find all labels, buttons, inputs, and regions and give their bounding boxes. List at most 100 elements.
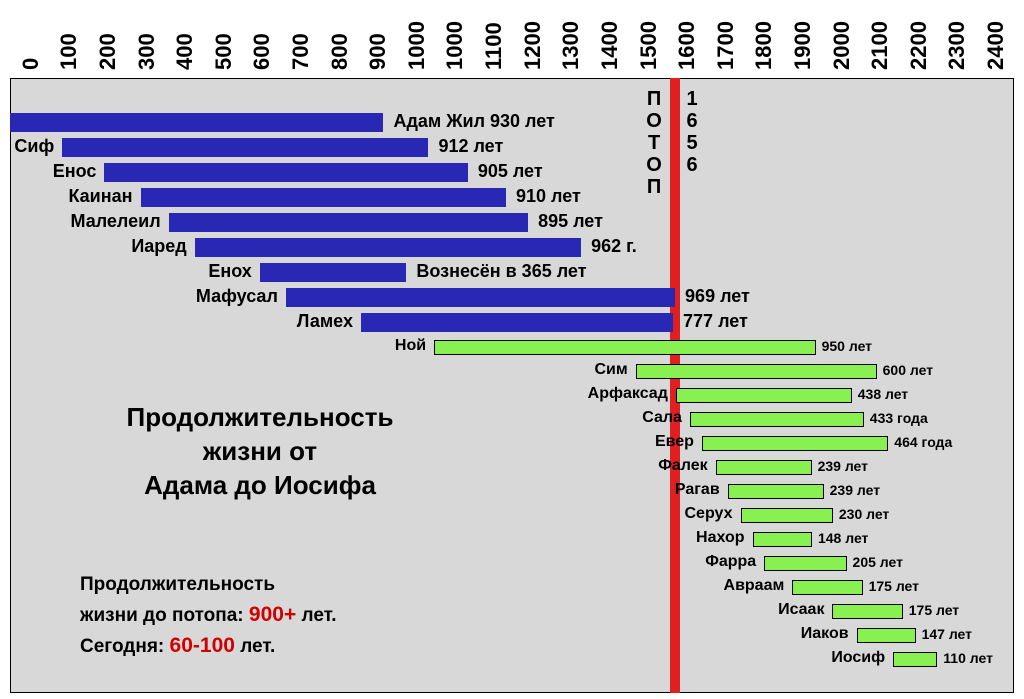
chart-stage: 0100200300400500600700800900100010001100… [0,0,1024,699]
bar-value-green: 438 лет [858,386,908,402]
bar-value-green: 433 года [870,410,928,426]
bar-value-green: 464 года [894,434,952,450]
bar-value-blue: 912 лет [438,136,503,157]
flood-year-char: 5 [682,132,702,155]
bar-green [690,412,864,427]
x-axis-tick: 300 [134,33,160,70]
bar-green [702,436,888,451]
footnote-line: жизни до потопа: 900+ лет. [80,600,337,631]
bar-blue [361,313,673,332]
x-axis-tick: 1700 [713,21,739,70]
bar-name-blue: Каинан [0,186,133,207]
bar-name-green: Сим [0,361,628,379]
x-axis-tick: 700 [288,33,314,70]
flood-year-char: 6 [682,154,702,177]
bar-value-blue: 910 лет [516,186,581,207]
bar-green [741,508,833,523]
bar-name-blue: Ламех [0,311,353,332]
x-axis-tick: 1100 [481,22,507,70]
footnote-value: 60-100 [170,634,235,657]
bar-value-blue: Вознесён в 365 лет [416,261,586,282]
bar-value-green: 239 лет [818,458,868,474]
bar-value-blue: 895 лет [538,211,603,232]
x-axis-tick: 0 [18,58,44,70]
flood-year-char: 6 [682,110,702,133]
bar-value-green: 205 лет [853,554,903,570]
bar-value-blue: 969 лет [685,286,750,307]
x-axis-tick: 2100 [867,21,893,70]
bar-value-green: 175 лет [909,602,959,618]
bar-blue [169,213,528,232]
title-block: Продолжительностьжизни отАдама до Иосифа [80,400,440,502]
x-axis-tick: 1400 [597,21,623,70]
bar-green [728,484,824,499]
bar-name-blue: Енос [0,161,96,182]
bar-value-blue: 777 лет [683,311,748,332]
x-axis-tick: 2000 [829,21,855,70]
title-line: Продолжительность [80,400,440,434]
footnote-post: лет. [296,605,336,626]
bar-value-green: 950 лет [822,338,872,354]
title-line: жизни от [80,434,440,468]
bar-green [434,340,816,355]
footnote-line: Продолжительность [80,570,337,600]
bar-name-blue: Енох [0,261,252,282]
bar-name-green: Фарра [0,553,756,571]
bar-name-blue: Мафусал [0,286,278,307]
bar-blue [62,138,428,157]
bar-name-green: Нахор [0,529,745,547]
x-axis-tick: 1200 [520,21,546,70]
bar-value-blue: Адам Жил 930 лет [393,111,554,132]
bar-blue [10,113,383,132]
x-axis-tick: 400 [172,33,198,70]
footnote-pre: Продолжительность [80,574,275,595]
bar-blue [195,238,581,257]
footnote-line: Сегодня: 60-100 лет. [80,631,337,662]
bar-value-green: 147 лет [922,626,972,642]
x-axis-tick: 2400 [983,21,1009,70]
bar-green [792,580,862,595]
bar-blue [286,288,675,307]
footnote-post: лет. [235,636,275,657]
footnote-value: 900+ [249,603,296,626]
bar-green [764,556,846,571]
x-axis-tick: 600 [249,33,275,70]
x-axis-tick: 1000 [404,21,430,70]
x-axis-tick: 800 [327,33,353,70]
bar-name-green: Ной [0,337,426,355]
bar-value-blue: 905 лет [478,161,543,182]
flood-label-char: Т [644,132,664,155]
bar-name-blue: Иаред [0,236,187,257]
bar-value-green: 148 лет [818,530,868,546]
bar-value-green: 230 лет [839,506,889,522]
bar-blue [260,263,407,282]
x-axis-tick: 1600 [674,21,700,70]
bar-name-green: Серух [0,505,733,523]
bar-green [753,532,812,547]
footnote-pre: Сегодня: [80,636,170,657]
bar-value-green: 110 лет [943,650,993,666]
bar-value-blue: 962 г. [591,236,637,257]
flood-label-char: П [644,176,664,199]
bar-green [676,388,852,403]
bar-name-blue: Сиф [0,136,54,157]
x-axis-tick: 2300 [944,21,970,70]
bar-blue [141,188,506,207]
x-axis-tick: 1800 [751,21,777,70]
bar-green [832,604,902,619]
x-axis-tick: 1300 [558,21,584,70]
flood-label-char: О [644,110,664,133]
flood-label-char: П [644,88,664,111]
bar-green [893,652,937,667]
bar-name-blue: Малелеил [0,211,161,232]
x-axis-tick: 1500 [636,21,662,70]
bar-blue [104,163,467,182]
flood-year-char: 1 [682,88,702,111]
x-axis-tick: 1900 [790,21,816,70]
x-axis-tick: 500 [211,33,237,70]
footnotes-block: Продолжительность жизни до потопа: 900+ л… [80,570,337,662]
bar-value-green: 239 лет [830,482,880,498]
flood-label-char: О [644,154,664,177]
x-axis-tick: 100 [56,33,82,70]
footnote-pre: жизни до потопа: [80,605,249,626]
